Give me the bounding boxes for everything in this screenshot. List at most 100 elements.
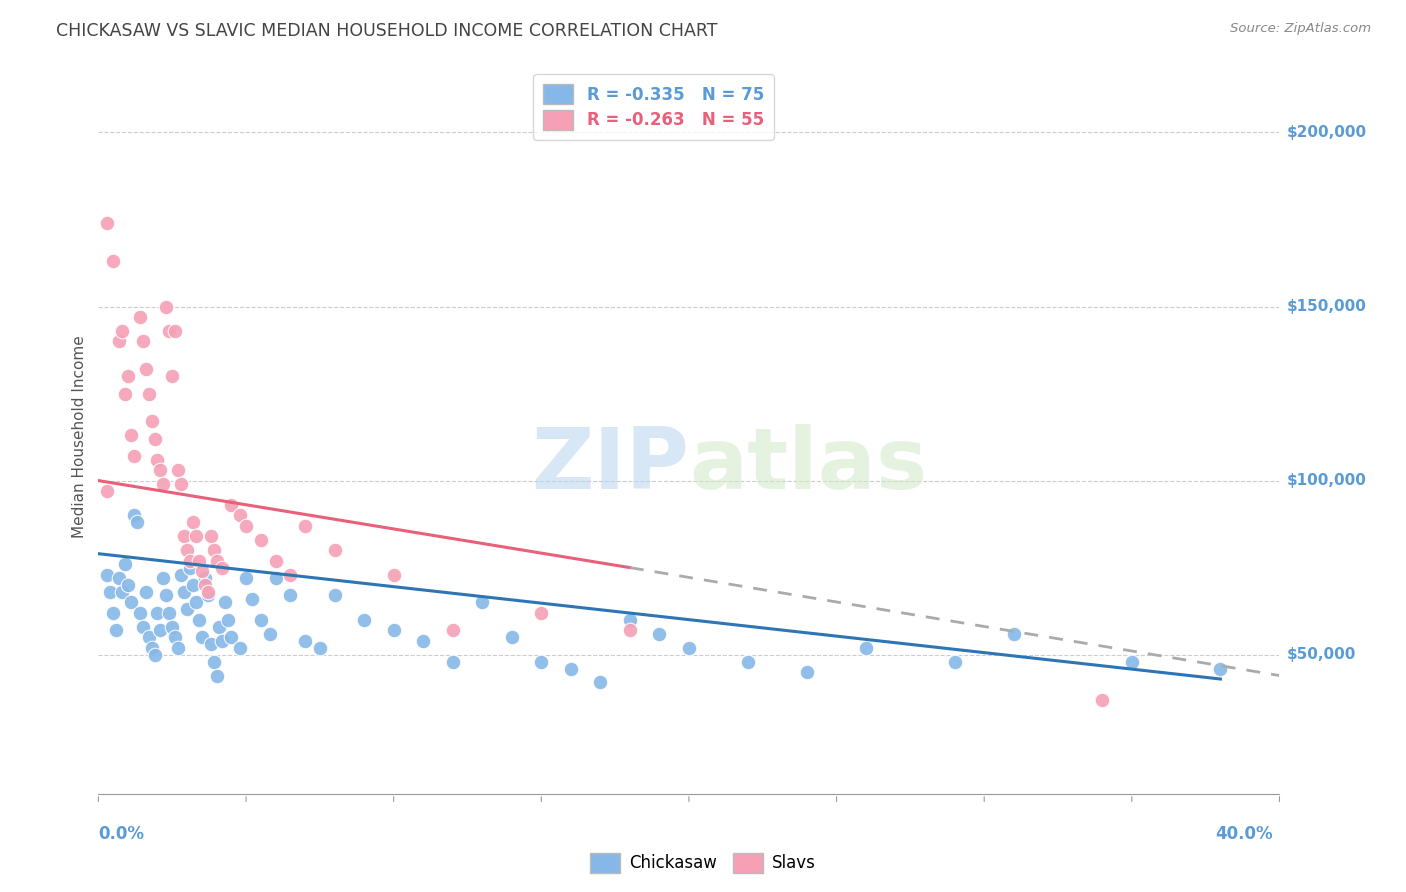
Point xyxy=(187,613,209,627)
Point xyxy=(412,633,434,648)
Point xyxy=(214,595,236,609)
Point xyxy=(162,620,183,634)
Point xyxy=(173,585,195,599)
Point xyxy=(530,655,553,669)
Point xyxy=(165,630,187,644)
Point xyxy=(103,606,125,620)
Point xyxy=(294,633,316,648)
Point xyxy=(141,640,163,655)
Point xyxy=(194,571,217,585)
Point xyxy=(181,578,204,592)
Point xyxy=(157,324,180,338)
Point xyxy=(179,554,201,568)
Point xyxy=(96,483,118,498)
Text: 0.0%: 0.0% xyxy=(98,825,145,843)
Point xyxy=(176,602,198,616)
Point xyxy=(167,463,190,477)
Point xyxy=(648,626,671,640)
Text: atlas: atlas xyxy=(689,424,927,508)
Point xyxy=(250,613,273,627)
Point xyxy=(138,630,160,644)
Point xyxy=(202,543,225,558)
Point xyxy=(128,310,150,324)
Point xyxy=(191,564,214,578)
Point xyxy=(96,216,118,230)
Point xyxy=(737,655,759,669)
Point xyxy=(184,595,207,609)
Point xyxy=(1121,655,1143,669)
Point xyxy=(1091,693,1114,707)
Point xyxy=(98,585,121,599)
Text: 40.0%: 40.0% xyxy=(1215,825,1272,843)
Point xyxy=(323,543,346,558)
Point xyxy=(155,300,177,314)
Point xyxy=(135,362,157,376)
Point xyxy=(167,640,190,655)
Point xyxy=(219,630,242,644)
Point xyxy=(205,554,228,568)
Point xyxy=(501,630,523,644)
Point xyxy=(200,637,222,651)
Y-axis label: Median Household Income: Median Household Income xyxy=(72,335,87,539)
Point xyxy=(191,630,214,644)
Point xyxy=(1002,626,1025,640)
Point xyxy=(165,324,187,338)
Point xyxy=(173,529,195,543)
Text: CHICKASAW VS SLAVIC MEDIAN HOUSEHOLD INCOME CORRELATION CHART: CHICKASAW VS SLAVIC MEDIAN HOUSEHOLD INC… xyxy=(56,22,717,40)
Point xyxy=(382,624,405,638)
Point xyxy=(152,571,174,585)
Point xyxy=(125,516,148,530)
Point xyxy=(382,567,405,582)
Point xyxy=(619,613,641,627)
Point xyxy=(117,578,139,592)
Point xyxy=(211,633,233,648)
Text: Source: ZipAtlas.com: Source: ZipAtlas.com xyxy=(1230,22,1371,36)
Point xyxy=(141,414,163,428)
Point xyxy=(187,554,209,568)
Point xyxy=(219,498,242,512)
Point xyxy=(796,665,818,679)
Point xyxy=(149,624,172,638)
Point xyxy=(197,589,219,603)
Point xyxy=(619,624,641,638)
Point xyxy=(211,560,233,574)
Point xyxy=(441,624,464,638)
Point xyxy=(117,369,139,384)
Point xyxy=(200,529,222,543)
Point xyxy=(229,508,252,523)
Point xyxy=(197,585,219,599)
Point xyxy=(120,595,142,609)
Point xyxy=(155,589,177,603)
Point xyxy=(103,254,125,268)
Point xyxy=(205,668,228,682)
Point xyxy=(138,386,160,401)
Point xyxy=(294,519,316,533)
Point xyxy=(530,606,553,620)
Point xyxy=(143,648,166,662)
Point xyxy=(146,452,169,467)
Point xyxy=(250,533,273,547)
Point xyxy=(309,640,332,655)
Point xyxy=(1209,662,1232,676)
Point xyxy=(111,324,134,338)
Point xyxy=(589,675,612,690)
Point xyxy=(208,620,231,634)
Point xyxy=(943,655,966,669)
Text: ZIP: ZIP xyxy=(531,424,689,508)
Point xyxy=(229,640,252,655)
Legend: R = -0.335   N = 75, R = -0.263   N = 55: R = -0.335 N = 75, R = -0.263 N = 55 xyxy=(533,74,773,139)
Point xyxy=(128,606,150,620)
Point xyxy=(96,567,118,582)
Point xyxy=(323,589,346,603)
Text: $50,000: $50,000 xyxy=(1286,647,1355,662)
Point xyxy=(235,519,257,533)
Point xyxy=(353,613,375,627)
Point xyxy=(122,449,145,463)
Text: $200,000: $200,000 xyxy=(1286,125,1367,140)
Point xyxy=(132,334,155,349)
Point xyxy=(111,585,134,599)
Point xyxy=(217,613,239,627)
Point xyxy=(105,624,128,638)
Point xyxy=(149,463,172,477)
Point xyxy=(235,571,257,585)
